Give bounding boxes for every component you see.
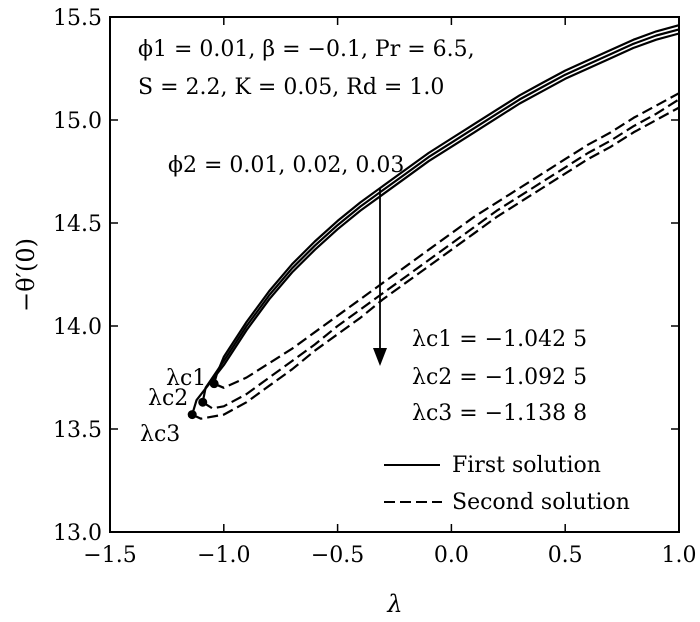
x-tick-label-3: 0.0 [434,543,469,568]
legend-second-solution: Second solution [452,490,630,515]
x-tick-label-4: 0.5 [548,543,583,568]
critical-point-label-1: λc1 [166,366,206,391]
x-tick-label-1: −1.0 [197,543,250,568]
series-group [191,24,680,420]
trend-arrow-head [373,348,387,366]
series-line-0-solid [213,24,680,384]
x-axis-label: λ [386,590,402,618]
axis-ticks: −1.5 −1.0 −0.5 0.0 0.5 1.0 13.0 13.5 14.0 14.5 15.… [53,6,696,568]
critical-point-label-2: λc2 [148,386,188,411]
critical-point-2 [198,397,208,407]
x-tick-label-5: 1.0 [662,543,697,568]
y-tick-label-2: 14.0 [53,315,102,340]
plot-frame [109,16,680,533]
arrow-label: ϕ2 = 0.01, 0.02, 0.03 [168,153,404,178]
critical-points [187,379,219,420]
x-tick-label-0: −1.5 [83,543,136,568]
critical-value-3: λc3 = −1.138 8 [412,401,587,426]
series-line-1-solid [201,28,680,403]
legend: First solution Second solution [384,453,630,515]
critical-point-1 [209,379,219,389]
critical-value-1: λc1 = −1.042 5 [412,327,587,352]
y-axis-label: −θ′(0) [12,238,40,312]
series-line-4-dashed [202,98,680,410]
parameters-line-1: ϕ1 = 0.01, β = −0.1, Pr = 6.5, [138,37,475,62]
y-tick-label-0: 13.0 [53,521,102,546]
y-tick-label-1: 13.5 [53,418,102,443]
y-tick-label-3: 14.5 [53,212,102,237]
series-line-2-solid [191,32,680,415]
y-tick-label-4: 15.0 [53,109,102,134]
legend-first-solution: First solution [452,453,601,478]
critical-point-3 [187,410,197,420]
critical-point-label-3: λc3 [140,422,180,447]
x-tick-label-2: −0.5 [311,543,364,568]
critical-value-2: λc2 = −1.092 5 [412,365,587,390]
parameters-line-2: S = 2.2, K = 0.05, Rd = 1.0 [138,75,444,100]
series-line-3-dashed [213,92,680,389]
y-tick-label-5: 15.5 [53,6,102,31]
series-line-5-dashed [191,106,680,420]
